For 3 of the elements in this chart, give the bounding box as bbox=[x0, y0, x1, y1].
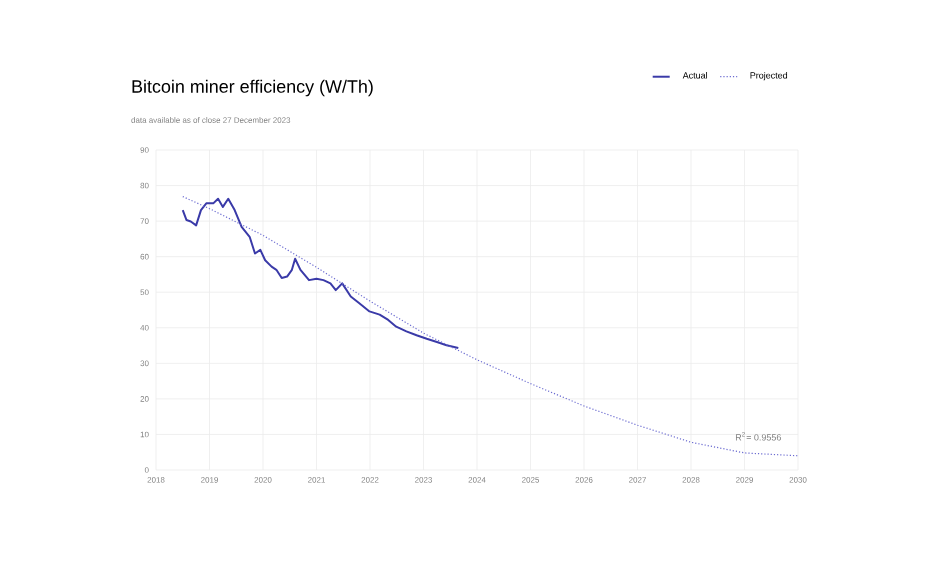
line-series bbox=[182, 195, 799, 457]
chart-title: Bitcoin miner efficiency (W/Th) bbox=[132, 79, 373, 97]
line-series bbox=[181, 197, 460, 350]
